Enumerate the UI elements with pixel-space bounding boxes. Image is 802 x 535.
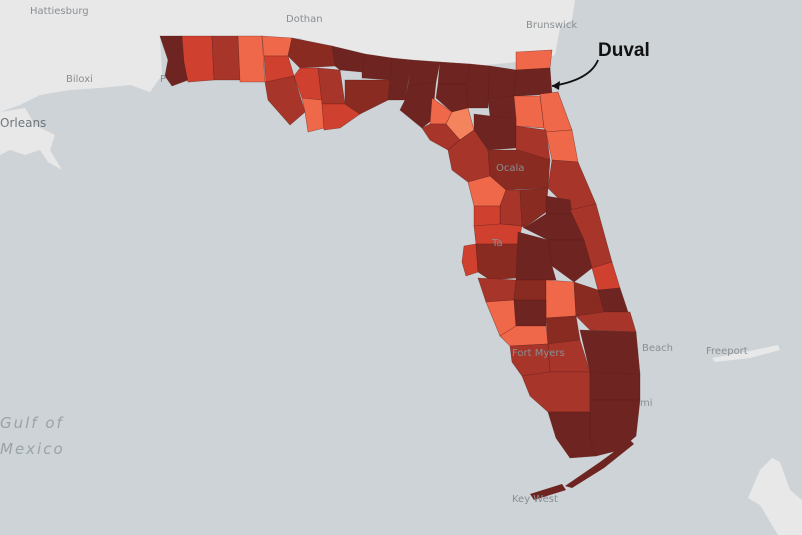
county-charlotte[interactable] [499, 325, 549, 347]
county-leon[interactable] [361, 53, 393, 81]
key-west-island[interactable] [530, 484, 566, 500]
label-tampa: Ta [491, 238, 503, 249]
label-dothan: Dothan [286, 14, 323, 25]
county-palm-beach[interactable] [579, 329, 641, 375]
label-key-west: Key West [512, 494, 558, 505]
county-duval[interactable] [513, 67, 553, 97]
county-polk[interactable] [515, 231, 557, 281]
label-gulf-of-mexico-line1: Gulf of [0, 414, 65, 432]
county-desoto[interactable] [513, 299, 547, 327]
label-freeport: Freeport [706, 346, 748, 357]
county-monroe[interactable] [547, 411, 597, 459]
county-glades[interactable] [545, 315, 581, 345]
label-gulf-of-mexico-line2: Mexico [0, 440, 65, 458]
county-union-bradford[interactable] [487, 95, 517, 119]
andros-island [748, 458, 802, 535]
county-bay[interactable] [264, 75, 306, 126]
county-nassau[interactable] [515, 49, 553, 71]
label-miami: mi [640, 398, 653, 409]
county-clay[interactable] [513, 95, 545, 129]
label-orleans: Orleans [0, 116, 46, 130]
county-hamilton[interactable] [437, 61, 471, 85]
county-franklin[interactable] [321, 103, 361, 131]
grand-bahama-island [712, 345, 780, 362]
label-west-palm-beach: Beach [642, 343, 673, 354]
label-pensacola: P [160, 74, 166, 85]
label-fort-myers: Fort Myers [512, 348, 565, 359]
county-jefferson[interactable] [387, 57, 413, 101]
county-wakulla[interactable] [344, 79, 391, 115]
county-broward[interactable] [589, 371, 641, 401]
county-layer[interactable] [159, 35, 641, 500]
label-ocala: Ocala [496, 163, 524, 174]
label-biloxi: Biloxi [66, 74, 93, 85]
county-hernando[interactable] [473, 205, 501, 227]
county-okaloosa[interactable] [211, 35, 241, 81]
louisiana-coast [0, 108, 62, 170]
county-walton[interactable] [237, 35, 266, 83]
county-jackson[interactable] [287, 37, 336, 69]
label-brunswick: Brunswick [526, 20, 577, 31]
county-holmes[interactable] [261, 35, 293, 57]
county-highlands[interactable] [545, 279, 577, 319]
county-pinellas[interactable] [461, 243, 479, 277]
county-gadsden[interactable] [331, 45, 366, 73]
county-columbia[interactable] [465, 63, 491, 109]
county-lake[interactable] [519, 187, 549, 229]
callout-label-duval: Duval [598, 40, 650, 61]
county-gulf[interactable] [301, 97, 325, 133]
county-hardee[interactable] [513, 279, 547, 301]
county-baker[interactable] [487, 65, 517, 99]
label-hattiesburg: Hattiesburg [30, 6, 89, 17]
county-hillsborough[interactable] [475, 243, 519, 281]
county-martin[interactable] [575, 311, 637, 333]
callout-arrowhead [552, 81, 560, 90]
florida-keys[interactable] [565, 440, 634, 488]
county-santa-rosa[interactable] [181, 35, 215, 83]
mainland-us [0, 0, 575, 112]
